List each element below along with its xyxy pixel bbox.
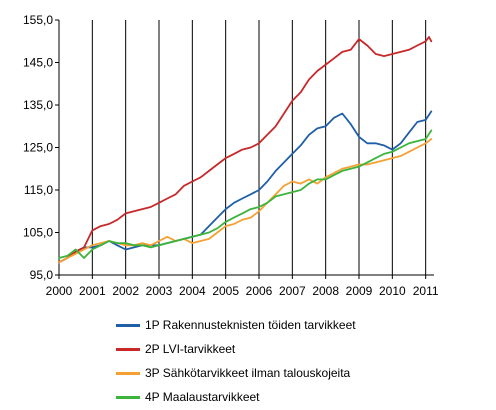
gridlines [91, 20, 427, 275]
legend-swatch-4p [116, 395, 140, 399]
legend-swatch-1p [116, 323, 140, 327]
xtick-label-2008: 2008 [312, 284, 339, 298]
legend-label-2p: 2P LVI-tarvikkeet [145, 342, 236, 356]
line-chart: 2000 2001 2002 2003 2004 2005 2006 2007 2008 2009… [23, 13, 439, 298]
ytick-label-1: 105,0 [23, 226, 53, 240]
xtick-label-2002: 2002 [112, 284, 139, 298]
xtick-label-2007: 2007 [279, 284, 306, 298]
ytick-label-4: 135,0 [23, 98, 53, 112]
legend-label-1p: 1P Rakennusteknisten töiden tarvikkeet [145, 318, 356, 332]
ytick-label-3: 125,0 [23, 141, 53, 155]
series-line-3p [58, 138, 433, 264]
legend-item-4p: 4P Maalaustarvikkeet [116, 385, 356, 409]
ytick-label-2: 115,0 [24, 183, 53, 197]
series-line-1p [58, 110, 433, 264]
legend-item-3p: 3P Sähkötarvikkeet ilman talouskojeita [116, 361, 356, 385]
ytick-label-0: 95,0 [30, 268, 54, 282]
legend-item-2p: 2P LVI-tarvikkeet [116, 337, 356, 361]
ytick-label-6: 155,0 [23, 13, 53, 27]
series-line-4p [58, 129, 433, 259]
xtick-label-2000: 2000 [46, 284, 73, 298]
axes: 2000 2001 2002 2003 2004 2005 2006 2007 2008 2009… [23, 13, 439, 298]
legend-swatch-2p [116, 347, 140, 351]
xtick-label-2003: 2003 [146, 284, 173, 298]
xtick-label-2001: 2001 [79, 284, 106, 298]
legend: 1P Rakennusteknisten töiden tarvikkeet 2… [116, 313, 356, 409]
legend-label-4p: 4P Maalaustarvikkeet [145, 390, 260, 404]
ytick-label-5: 145,0 [23, 56, 53, 70]
xtick-label-2010: 2010 [379, 284, 406, 298]
series-lines [58, 36, 433, 264]
xtick-label-2011: 2011 [413, 284, 439, 298]
legend-item-1p: 1P Rakennusteknisten töiden tarvikkeet [116, 313, 356, 337]
series-line-2p [58, 36, 433, 264]
xtick-label-2005: 2005 [212, 284, 239, 298]
xtick-label-2006: 2006 [246, 284, 273, 298]
xtick-label-2004: 2004 [179, 284, 206, 298]
legend-label-3p: 3P Sähkötarvikkeet ilman talouskojeita [145, 366, 351, 380]
legend-swatch-3p [116, 371, 140, 375]
xtick-label-2009: 2009 [346, 284, 373, 298]
